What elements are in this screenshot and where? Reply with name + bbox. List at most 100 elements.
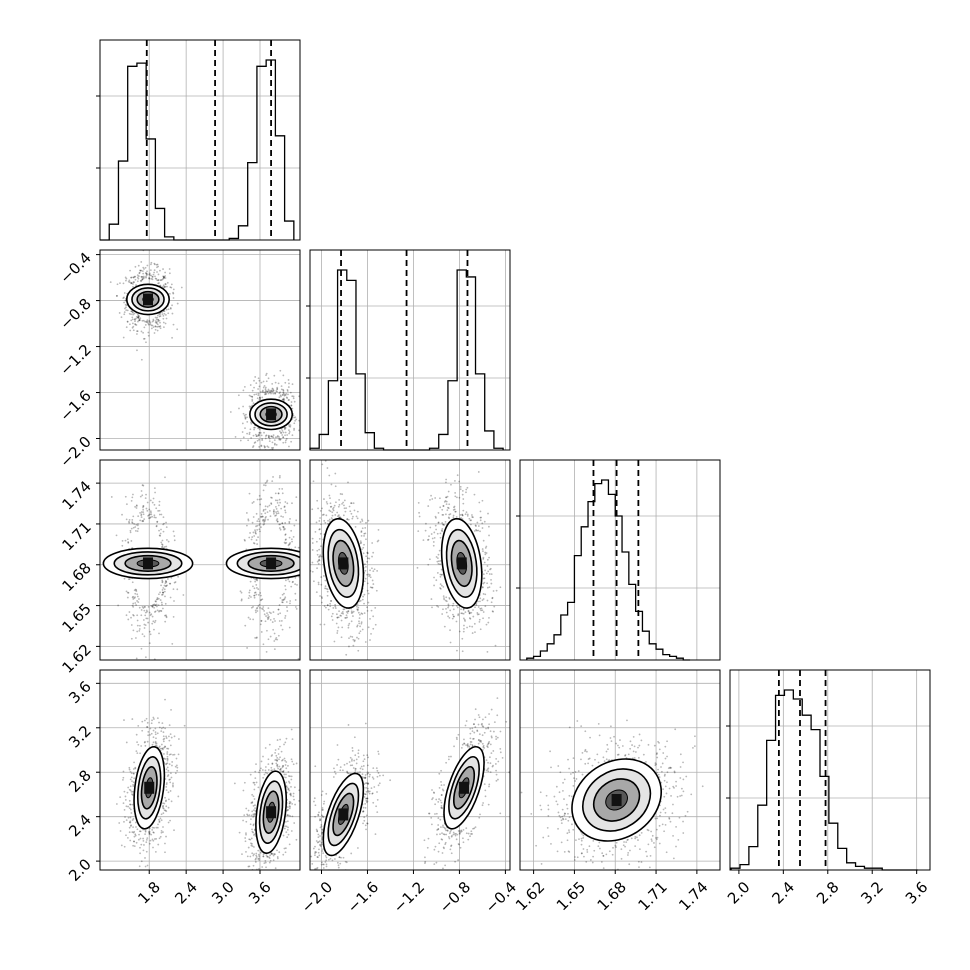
density-peak (611, 794, 622, 806)
sample-point (355, 758, 358, 761)
sample-point (124, 816, 126, 818)
sample-point (144, 320, 147, 323)
sample-point (147, 334, 150, 337)
sample-point (284, 534, 287, 536)
sample-point (320, 832, 323, 835)
sample-point (254, 530, 257, 533)
sample-point (123, 292, 126, 294)
sample-point (269, 390, 272, 393)
sample-point (257, 427, 259, 429)
sample-point (274, 499, 277, 502)
sample-point (659, 811, 662, 814)
sample-point (490, 601, 493, 604)
sample-point (568, 829, 570, 832)
sample-point (365, 790, 368, 793)
sample-point (291, 395, 294, 398)
sample-point (115, 534, 118, 537)
sample-point (634, 835, 637, 838)
sample-point (127, 541, 130, 543)
sample-point (435, 812, 438, 815)
sample-point (442, 867, 444, 870)
sample-point (468, 612, 471, 615)
sample-point (267, 377, 270, 380)
sample-point (177, 575, 180, 578)
sample-point (128, 578, 131, 580)
sample-point (151, 278, 154, 281)
sample-point (151, 501, 154, 504)
sample-point (131, 780, 133, 783)
sample-point (468, 625, 471, 628)
sample-point (663, 779, 666, 782)
sample-point (118, 822, 121, 824)
sample-point (333, 640, 336, 643)
sample-point (448, 617, 451, 619)
sample-point (443, 524, 446, 526)
sample-point (340, 619, 343, 622)
sample-point (129, 329, 132, 332)
sample-point (287, 814, 290, 817)
sample-point (167, 540, 170, 543)
sample-point (135, 284, 137, 286)
sample-point (133, 589, 136, 592)
sample-point (328, 509, 331, 512)
sample-point (603, 760, 606, 763)
sample-point (163, 737, 166, 740)
sample-point (140, 609, 143, 611)
sample-point (584, 750, 586, 752)
sample-point (304, 617, 306, 619)
sample-point (320, 596, 323, 598)
sample-point (136, 276, 139, 279)
sample-point (169, 819, 171, 822)
sample-point (452, 615, 455, 618)
sample-point (282, 389, 285, 392)
sample-point (138, 319, 141, 321)
sample-point (290, 585, 293, 588)
sample-point (122, 802, 125, 805)
sample-point (317, 559, 320, 562)
sample-point (452, 516, 455, 519)
sample-point (257, 849, 260, 852)
sample-point (483, 520, 486, 523)
sample-point (560, 841, 563, 844)
sample-point (321, 828, 324, 831)
sample-point (487, 726, 490, 729)
sample-point (319, 554, 322, 557)
sample-point (243, 781, 246, 784)
sample-point (482, 550, 484, 553)
sample-point (294, 599, 297, 601)
sample-point (477, 525, 480, 527)
sample-point (136, 333, 138, 335)
sample-point (442, 833, 445, 835)
sample-point (161, 543, 164, 546)
density-peak (143, 293, 153, 306)
sample-point (138, 629, 141, 632)
sample-point (253, 853, 255, 855)
sample-point (335, 613, 338, 616)
sample-point (440, 794, 443, 797)
density-peak (338, 557, 349, 570)
sample-point (265, 372, 268, 375)
sample-point (437, 801, 440, 803)
sample-point (130, 772, 133, 775)
sample-point (334, 603, 337, 606)
sample-point (280, 385, 283, 388)
sample-point (160, 831, 163, 834)
sample-point (591, 883, 593, 885)
sample-point (418, 511, 420, 514)
sample-point (172, 288, 175, 291)
sample-point (247, 519, 250, 522)
sample-point (349, 764, 352, 767)
sample-point (164, 271, 167, 274)
sample-point (159, 609, 162, 612)
sample-point (254, 426, 256, 429)
sample-point (275, 508, 278, 510)
sample-point (363, 563, 366, 566)
sample-point (608, 759, 611, 761)
sample-point (487, 770, 490, 773)
sample-point (131, 521, 133, 524)
sample-point (461, 650, 464, 653)
sample-point (449, 609, 452, 612)
sample-point (542, 836, 545, 839)
sample-point (166, 747, 168, 750)
sample-point (150, 324, 153, 327)
